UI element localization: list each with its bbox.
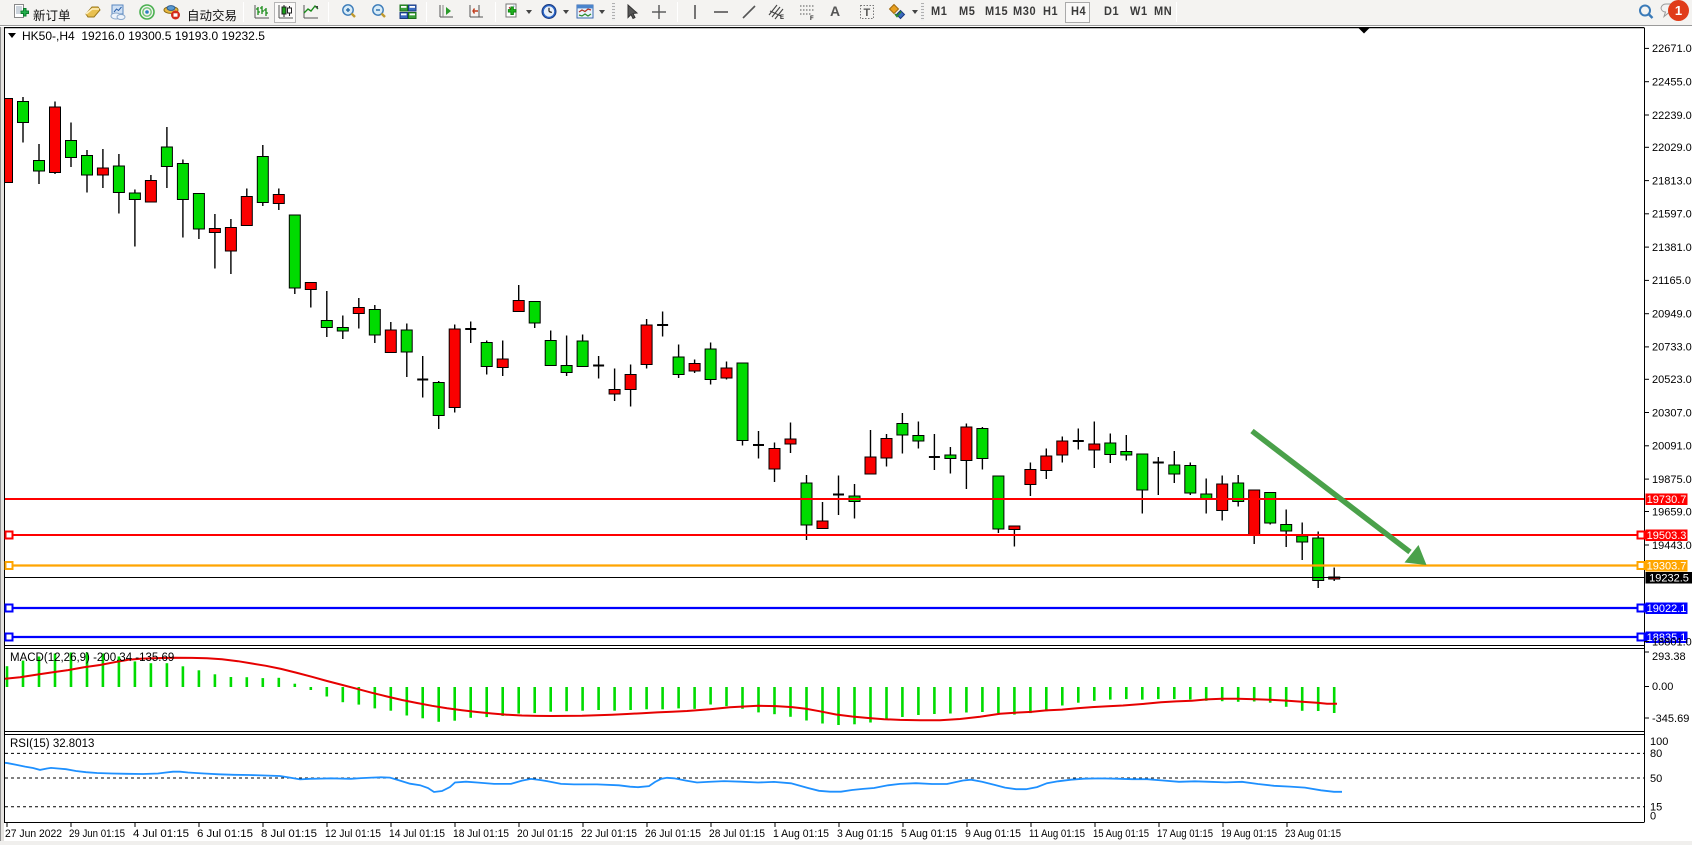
svg-text:14 Jul 01:15: 14 Jul 01:15 [389, 828, 445, 840]
svg-text:E: E [780, 15, 784, 21]
svg-text:19443.0: 19443.0 [1652, 540, 1692, 552]
svg-text:19232.5: 19232.5 [1649, 573, 1689, 585]
svg-text:HK50-,H4 19216.0 19300.5 1919: HK50-,H4 19216.0 19300.5 19193.0 19232.5 [22, 29, 265, 43]
svg-text:5 Aug 01:15: 5 Aug 01:15 [901, 828, 957, 840]
svg-text:18801.0: 18801.0 [1652, 636, 1692, 648]
svg-text:293.38: 293.38 [1652, 651, 1686, 663]
svg-text:100: 100 [1650, 736, 1668, 748]
svg-text:11 Aug 01:15: 11 Aug 01:15 [1029, 828, 1085, 840]
svg-text:4 Jul 01:15: 4 Jul 01:15 [133, 828, 189, 840]
svg-text:23 Aug 01:15: 23 Aug 01:15 [1285, 828, 1341, 840]
svg-text:21381.0: 21381.0 [1652, 242, 1692, 254]
svg-text:80: 80 [1650, 748, 1662, 760]
svg-text:20949.0: 20949.0 [1652, 309, 1692, 321]
svg-text:9 Aug 01:15: 9 Aug 01:15 [965, 828, 1021, 840]
svg-text:22671.0: 22671.0 [1652, 43, 1692, 55]
svg-text:20307.0: 20307.0 [1652, 407, 1692, 419]
svg-text:20091.0: 20091.0 [1652, 441, 1692, 453]
svg-text:0.00: 0.00 [1652, 681, 1673, 693]
svg-text:19 Aug 01:15: 19 Aug 01:15 [1221, 828, 1277, 840]
svg-text:RSI(15) 32.8013: RSI(15) 32.8013 [10, 738, 94, 750]
svg-text:6 Jul 01:15: 6 Jul 01:15 [197, 828, 253, 840]
svg-text:15 Aug 01:15: 15 Aug 01:15 [1093, 828, 1149, 840]
svg-text:19022.1: 19022.1 [1647, 603, 1687, 615]
svg-text:20523.0: 20523.0 [1652, 374, 1692, 386]
svg-text:20733.0: 20733.0 [1652, 342, 1692, 354]
svg-text:21597.0: 21597.0 [1652, 209, 1692, 221]
svg-text:20 Jul 01:15: 20 Jul 01:15 [517, 828, 573, 840]
svg-text:19659.0: 19659.0 [1652, 506, 1692, 518]
svg-text:22 Jul 01:15: 22 Jul 01:15 [581, 828, 637, 840]
svg-text:19875.0: 19875.0 [1652, 474, 1692, 486]
svg-text:3 Aug 01:15: 3 Aug 01:15 [837, 828, 893, 840]
svg-text:18 Jul 01:15: 18 Jul 01:15 [453, 828, 509, 840]
svg-text:21813.0: 21813.0 [1652, 175, 1692, 187]
svg-text:17 Aug 01:15: 17 Aug 01:15 [1157, 828, 1213, 840]
svg-text:0: 0 [1650, 811, 1656, 823]
svg-text:1 Aug 01:15: 1 Aug 01:15 [773, 828, 829, 840]
svg-text:8 Jul 01:15: 8 Jul 01:15 [261, 828, 317, 840]
svg-text:22029.0: 22029.0 [1652, 142, 1692, 154]
svg-text:T: T [864, 7, 871, 19]
svg-text:29 Jun 01:15: 29 Jun 01:15 [69, 828, 125, 840]
svg-text:19303.7: 19303.7 [1647, 561, 1687, 573]
svg-text:21165.0: 21165.0 [1652, 275, 1691, 287]
svg-text:MACD(12,26,9) -200.34 -135.69: MACD(12,26,9) -200.34 -135.69 [10, 652, 174, 664]
svg-text:12 Jul 01:15: 12 Jul 01:15 [325, 828, 381, 840]
svg-text:28 Jul 01:15: 28 Jul 01:15 [709, 828, 765, 840]
svg-text:26 Jul 01:15: 26 Jul 01:15 [645, 828, 701, 840]
svg-text:22239.0: 22239.0 [1652, 110, 1692, 122]
svg-text:27 Jun 2022: 27 Jun 2022 [5, 828, 62, 840]
svg-text:-345.69: -345.69 [1652, 713, 1689, 725]
svg-text:19730.7: 19730.7 [1647, 494, 1687, 506]
svg-text:F: F [810, 16, 814, 21]
svg-text:50: 50 [1650, 773, 1662, 785]
svg-text:22455.0: 22455.0 [1652, 77, 1692, 89]
